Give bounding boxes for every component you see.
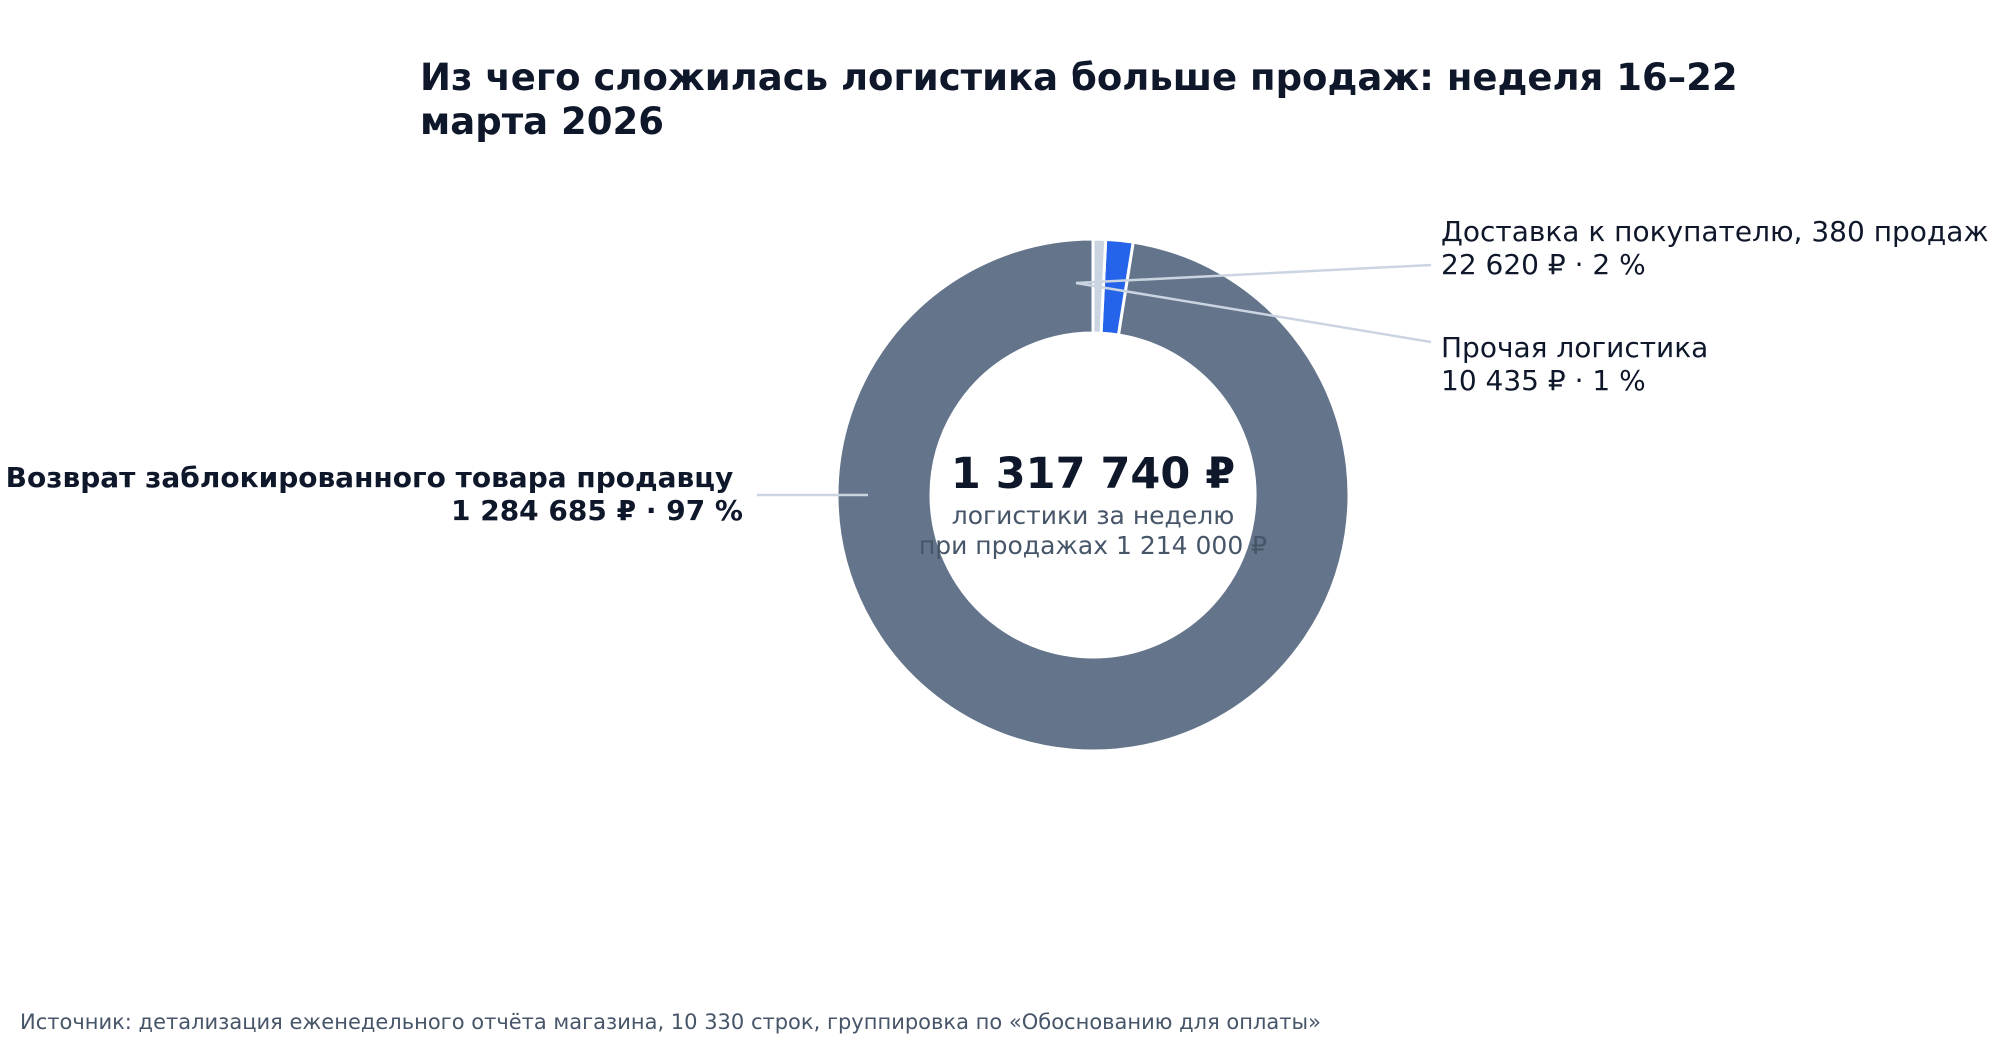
slice-label-name: Доставка к покупателю, 380 продаж: [1441, 215, 1989, 248]
leader-line-other-logistics: [1075, 281, 1432, 344]
slice-label-return-blocked: Возврат заблокированного товара продавцу…: [6, 461, 743, 527]
chart-title-line-1: Из чего сложилась логистика больше прода…: [420, 56, 1738, 99]
chart-title: Из чего сложилась логистика больше прода…: [420, 56, 1751, 143]
source-note: Источник: детализация еженедельного отчё…: [20, 1010, 1321, 1034]
leader-lines: [757, 263, 1432, 497]
slice-label-value: 10 435 ₽ · 1 %: [1441, 364, 1646, 397]
slice-return-blocked: [835, 237, 1351, 753]
donut-slices: [835, 237, 1351, 753]
slice-label-name: Возврат заблокированного товара продавцу: [6, 461, 734, 494]
center-subtitle-line-1: логистики за неделю: [952, 501, 1234, 530]
slice-label-value: 1 284 685 ₽ · 97 %: [451, 494, 743, 527]
leader-line-delivery: [1075, 263, 1432, 285]
center-total-value: 1 317 740 ₽: [951, 449, 1235, 499]
slice-label-name: Прочая логистика: [1441, 331, 1708, 364]
slice-label-other-logistics: Прочая логистика 10 435 ₽ · 1 %: [1441, 331, 1717, 397]
chart-title-line-2: марта 2026: [420, 100, 664, 143]
center-subtitle-line-2: при продажах 1 214 000 ₽: [919, 531, 1267, 560]
slice-label-value: 22 620 ₽ · 2 %: [1441, 248, 1646, 281]
slice-label-delivery: Доставка к покупателю, 380 продаж 22 620…: [1441, 215, 1998, 281]
